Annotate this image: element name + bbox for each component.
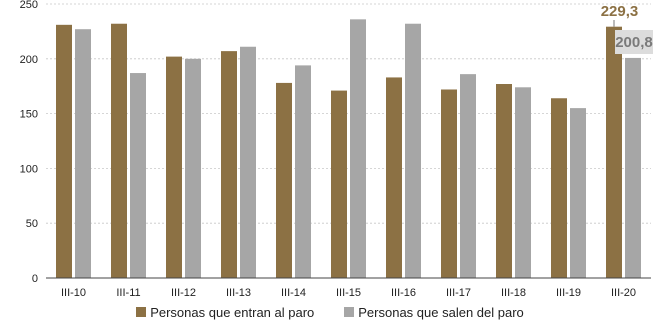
bar-entran	[441, 89, 457, 278]
y-tick-label: 50	[26, 218, 38, 230]
x-tick-label: III-15	[336, 287, 361, 299]
bar-salen	[130, 73, 146, 278]
gridlines	[46, 3, 651, 224]
data-label-entran: 229,3	[601, 3, 639, 20]
bar-entran	[166, 56, 182, 278]
x-tick-label: III-17	[446, 287, 471, 299]
legend-label-entran: Personas que entran al paro	[150, 304, 315, 320]
x-tick-label: III-20	[611, 287, 636, 299]
bar-salen	[75, 29, 91, 278]
bar-salen	[350, 19, 366, 279]
bar-entran	[606, 26, 622, 279]
legend-item-salen: Personas que salen del paro	[344, 303, 524, 321]
bar-salen	[515, 87, 531, 279]
bar-salen	[460, 74, 476, 278]
y-tick-label: 150	[20, 109, 38, 121]
legend-label-salen: Personas que salen del paro	[358, 304, 524, 320]
bar-entran	[276, 82, 292, 278]
bar-salen	[405, 23, 421, 279]
bar-entran	[551, 98, 567, 278]
bar-salen	[570, 108, 586, 279]
bar-salen	[240, 46, 256, 278]
bar-entran	[331, 90, 347, 278]
x-tick-label: III-19	[556, 287, 581, 299]
x-axis: III-10 III-11 III-12 III-13 III-14 III-15 III-…	[46, 277, 651, 299]
bar-entran	[56, 24, 72, 278]
y-tick-label: 250	[20, 0, 38, 11]
bar-entran	[221, 51, 237, 279]
y-axis: 0 50 100 150 200 250	[20, 0, 38, 285]
legend-swatch-salen	[344, 307, 355, 317]
y-tick-label: 0	[32, 273, 38, 285]
x-tick-label: III-10	[61, 287, 86, 299]
data-labels: 229,3 200,8	[601, 3, 653, 54]
data-label-box	[615, 30, 653, 54]
bar-entran	[111, 23, 127, 279]
bars	[56, 19, 641, 279]
x-tick-label: III-13	[226, 287, 251, 299]
x-tick-label: III-16	[391, 287, 416, 299]
bar-salen	[185, 58, 201, 278]
y-tick-label: 200	[20, 54, 38, 66]
bar-salen	[625, 57, 641, 278]
y-tick-label: 100	[20, 163, 38, 175]
x-tick-label: III-18	[501, 287, 526, 299]
bar-entran	[386, 77, 402, 278]
bar-salen	[295, 65, 311, 278]
bar-entran	[496, 84, 512, 279]
legend: Personas que entran al paro Personas que…	[0, 303, 660, 321]
legend-item-entran: Personas que entran al paro	[136, 303, 314, 321]
data-label-salen: 200,8	[615, 34, 653, 51]
x-tick-label: III-12	[171, 287, 196, 299]
x-tick-label: III-11	[116, 287, 140, 299]
legend-swatch-entran	[136, 307, 147, 317]
x-tick-label: III-14	[281, 287, 306, 299]
